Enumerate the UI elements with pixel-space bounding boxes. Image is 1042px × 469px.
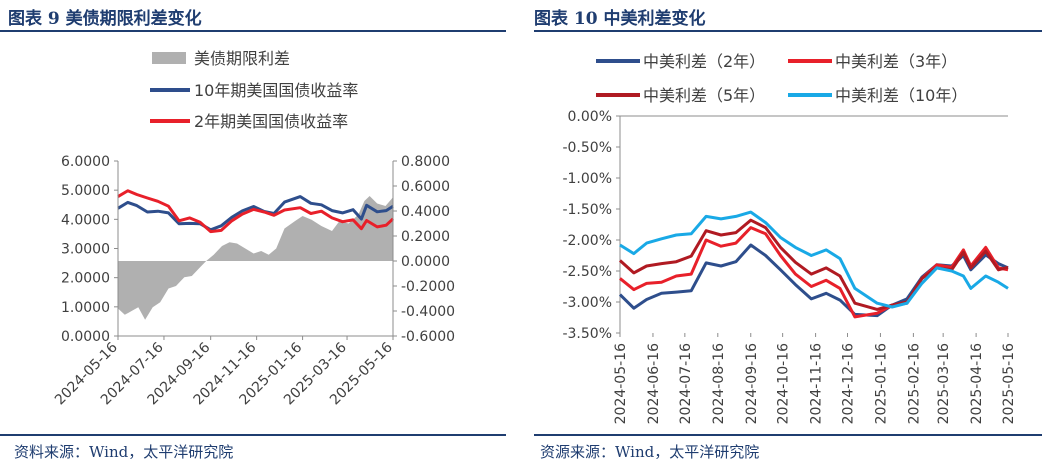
y-left-tick-label: 2.0000 [61, 271, 110, 287]
source-divider [0, 434, 506, 436]
y-tick-label: -2.50% [562, 264, 612, 280]
legend-label: 10年期美国国债收益率 [194, 81, 358, 100]
x-tick-label: 2024-06-16 [646, 343, 662, 424]
x-tick-label: 2024-05-16 [613, 343, 629, 424]
series-line-2y-yield [117, 189, 395, 234]
y-left-tick-label: 5.0000 [61, 183, 110, 199]
y-left-tick-label: 1.0000 [61, 300, 110, 316]
y-tick-label: -1.00% [562, 171, 612, 187]
source-note: 资料来源：Wind，太平洋研究院 [14, 443, 234, 461]
x-tick-label: 2025-02-16 [906, 343, 922, 424]
legend-label: 中美利差（3年） [835, 52, 957, 71]
source-note: 资源来源：Wind，太平洋研究院 [540, 443, 760, 461]
y-tick-label: -0.50% [562, 140, 612, 156]
y-tick-label: -1.50% [562, 202, 612, 218]
x-tick-label: 2024-08-16 [711, 343, 727, 424]
legend-label: 中美利差（10年） [835, 86, 967, 105]
x-tick-label: 2024-11-16 [809, 343, 825, 424]
series-line-10y-yield [117, 195, 394, 232]
x-tick-label: 2025-04-16 [969, 343, 985, 424]
legend-label: 中美利差（2年） [643, 52, 765, 71]
x-tick-label: 2024-09-16 [744, 343, 760, 424]
title-underline [0, 30, 506, 32]
y-right-tick-label: -0.4000 [401, 304, 455, 320]
x-tick-label: 2025-01-16 [873, 343, 889, 424]
y-tick-label: 0.00% [568, 109, 612, 125]
legend-label: 2年期美国国债收益率 [194, 112, 348, 131]
y-right-tick-label: 0.4000 [401, 204, 450, 220]
y-right-tick-label: 0.6000 [401, 179, 450, 195]
x-tick-label: 2025-05-16 [1001, 343, 1017, 424]
y-right-tick-label: 0.0000 [401, 254, 450, 270]
x-tick-label: 2025-03-16 [936, 343, 952, 424]
legend-label: 美债期限利差 [194, 49, 290, 68]
y-right-tick-label: 0.2000 [401, 229, 450, 245]
y-right-tick-label: 0.8000 [401, 154, 450, 170]
y-left-tick-label: 0.0000 [61, 329, 110, 345]
y-tick-label: -3.50% [562, 326, 612, 342]
chart-panel-yield-spread: 图表 9 美债期限利差变化 0.0000 1.0000 2.0000 3.0000 4.… [0, 0, 516, 469]
y-tick-label: -2.00% [562, 233, 612, 249]
chart-area-china-us-spread: 0.00% -0.50% -1.00% -1.50% -2.00% -2.50% -3.00… [562, 52, 1017, 424]
series-line-3 [618, 218, 1009, 311]
y-right-tick-label: -0.6000 [401, 329, 455, 345]
chart-area-yield-spread: 0.0000 1.0000 2.0000 3.0000 4.0000 5.0000 6.00… [52, 49, 455, 408]
y-left-tick-label: 4.0000 [61, 212, 110, 228]
legend-swatch-term-spread [152, 52, 186, 64]
title-underline [534, 30, 1042, 32]
chart-title: 图表 10 中美利差变化 [534, 9, 706, 29]
series-area-term-spread [118, 196, 393, 320]
x-tick-label: 2024-12-16 [840, 343, 856, 424]
y-right-tick-label: -0.2000 [401, 279, 455, 295]
series-line-4 [619, 210, 1009, 309]
chart-panel-china-us-spread: 图表 10 中美利差变化 0.00% -0.50% -1.00% -1.50% -2.0… [526, 0, 1042, 469]
legend-label: 中美利差（5年） [643, 86, 765, 105]
chart-title: 图表 9 美债期限利差变化 [8, 9, 202, 29]
x-tick-label: 2024-07-16 [678, 343, 694, 424]
y-tick-label: -3.00% [562, 295, 612, 311]
y-left-tick-label: 3.0000 [61, 242, 110, 258]
x-tick-label: 2024-10-16 [776, 343, 792, 424]
y-left-tick-label: 6.0000 [61, 154, 110, 170]
source-divider [534, 434, 1042, 436]
